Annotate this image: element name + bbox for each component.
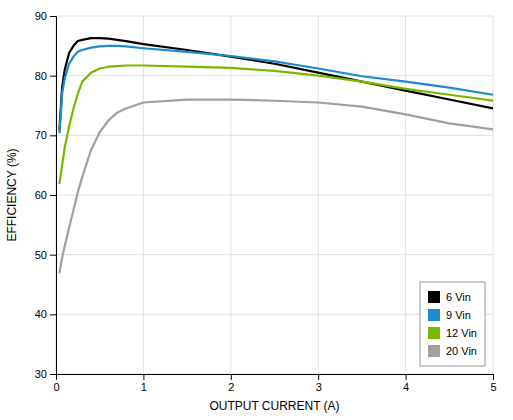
legend: 6 Vin 9 Vin 12 Vin 20 Vin: [420, 282, 485, 366]
tick: 60: [35, 189, 56, 201]
legend-box: [420, 282, 485, 366]
x-axis: 0 1 2 3 4 5: [53, 374, 496, 393]
axis-line: [50, 17, 57, 375]
tick-label: 90: [35, 10, 47, 22]
tick-label: 70: [35, 129, 47, 141]
tick-label: 30: [35, 368, 47, 380]
tick: 0: [53, 374, 59, 393]
tick-mark: [231, 374, 232, 380]
x-axis-title: OUTPUT CURRENT (A): [209, 399, 339, 413]
grid-line: [56, 195, 493, 196]
tick-label: 60: [35, 189, 47, 201]
tick-label: 2: [228, 381, 234, 393]
grid-line: [56, 75, 493, 76]
legend-swatch: [428, 309, 440, 321]
tick: 2: [228, 374, 234, 393]
series-line: [59, 66, 493, 184]
tick-label: 4: [403, 381, 409, 393]
tick-mark: [50, 314, 56, 315]
tick: 3: [316, 374, 322, 393]
tick-mark: [50, 374, 56, 375]
legend-item: 12 Vin: [428, 327, 477, 339]
tick-mark: [493, 374, 494, 380]
tick-label: 3: [316, 381, 322, 393]
legend-swatch: [428, 291, 440, 303]
tick: 80: [35, 70, 56, 82]
grid-line: [56, 254, 493, 255]
plot: 0 1 2 3 4 5 30 40 50 60 70 80 90 6 Vin 9 Vin 12 Vin 20 V…: [35, 10, 497, 393]
tick-mark: [318, 374, 319, 380]
tick: 30: [35, 368, 56, 380]
chart: 0 1 2 3 4 5 30 40 50 60 70 80 90 6 Vin 9 Vin 12 Vin 20 V…: [0, 0, 513, 420]
tick: 1: [141, 374, 147, 393]
tick-mark: [50, 255, 56, 256]
tick: 40: [35, 308, 56, 320]
tick-label: 80: [35, 70, 47, 82]
legend-item: 6 Vin: [428, 291, 471, 303]
legend-label: 6 Vin: [446, 291, 471, 303]
tick: 4: [403, 374, 409, 393]
tick: 70: [35, 129, 56, 141]
tick-mark: [50, 16, 56, 17]
legend-swatch: [428, 345, 440, 357]
tick-label: 40: [35, 308, 47, 320]
tick-mark: [50, 195, 56, 196]
legend-label: 20 Vin: [446, 345, 477, 357]
legend-label: 12 Vin: [446, 327, 477, 339]
y-axis: 30 40 50 60 70 80 90: [35, 10, 57, 380]
grid-line: [56, 135, 493, 136]
tick: 90: [35, 10, 56, 22]
legend-swatch: [428, 327, 440, 339]
legend-item: 9 Vin: [428, 309, 471, 321]
tick-mark: [143, 374, 144, 380]
tick-label: 5: [490, 381, 496, 393]
grid-line: [56, 16, 493, 17]
tick-mark: [50, 76, 56, 77]
tick-label: 50: [35, 249, 47, 261]
series-line: [59, 100, 493, 273]
legend-item: 20 Vin: [428, 345, 477, 357]
tick-mark: [50, 135, 56, 136]
tick: 5: [490, 374, 496, 393]
grid: [56, 16, 493, 374]
axis-line: [57, 375, 494, 381]
lines: [59, 38, 493, 272]
tick-label: 0: [53, 381, 59, 393]
y-axis-title: EFFICIENCY (%): [5, 148, 19, 241]
tick-mark: [406, 374, 407, 380]
tick: 50: [35, 249, 56, 261]
tick-label: 1: [141, 381, 147, 393]
legend-label: 9 Vin: [446, 309, 471, 321]
